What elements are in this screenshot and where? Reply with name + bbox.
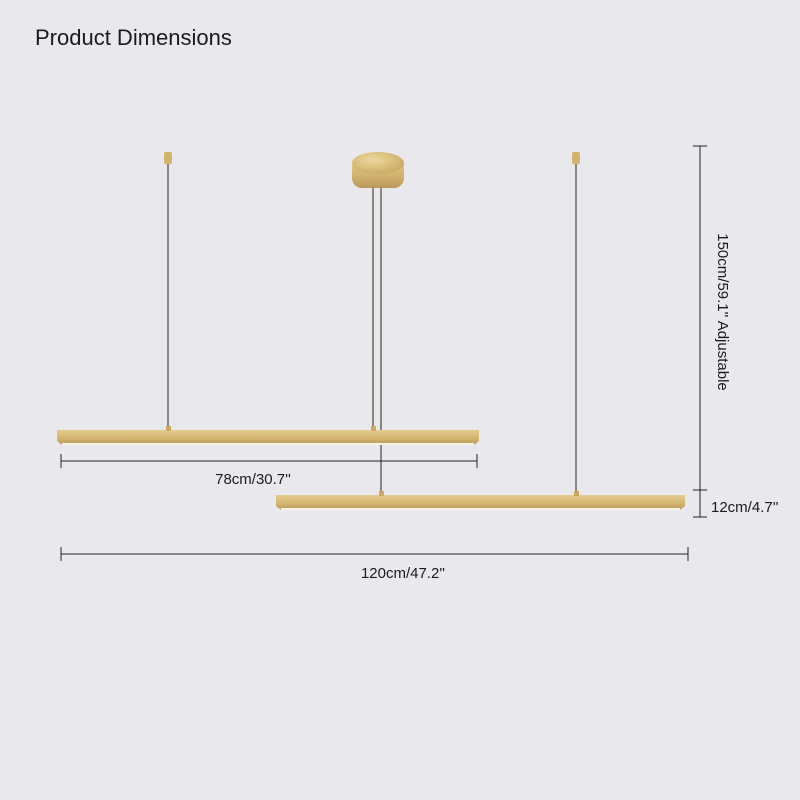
upper-bar-diffuser [62, 443, 474, 445]
clip [371, 426, 376, 431]
canopy-top [352, 152, 404, 174]
clip [166, 426, 171, 431]
clip [574, 491, 579, 496]
anchor [572, 152, 580, 164]
dimension-label: 150cm/59.1'' Adjustable [714, 233, 731, 391]
dimension-label: 120cm/47.2'' [361, 565, 445, 582]
upper-bar [57, 430, 479, 445]
clip [379, 491, 384, 496]
anchor [164, 152, 172, 164]
lower-bar [276, 495, 685, 510]
title: Product Dimensions [35, 25, 232, 50]
dimension-label: 78cm/30.7'' [215, 471, 291, 488]
dimension-label: 12cm/4.7'' [711, 499, 779, 516]
lower-bar-diffuser [281, 508, 680, 510]
